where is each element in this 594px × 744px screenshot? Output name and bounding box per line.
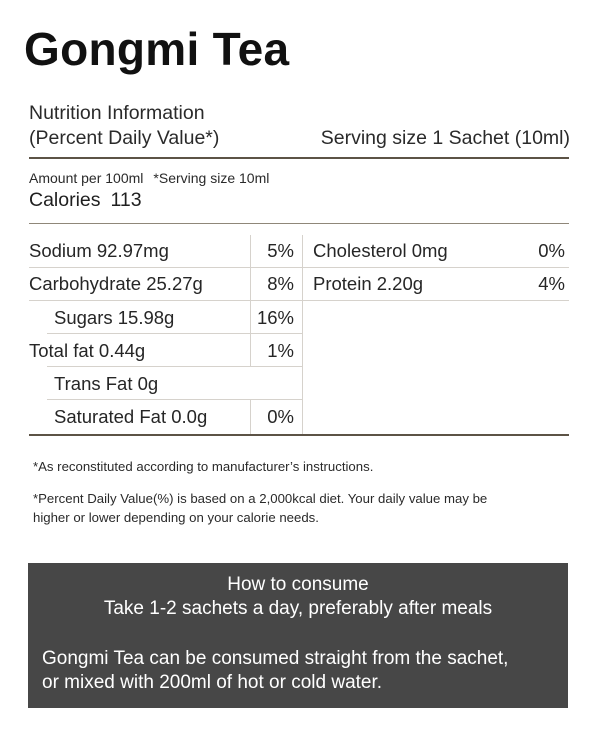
nutrient-name: Carbohydrate 25.27g (29, 273, 203, 294)
nutrition-heading-line2: (Percent Daily Value*) (29, 127, 220, 149)
how-to-usage-line1: Gongmi Tea can be consumed straight from… (42, 648, 509, 669)
nutrient-name: Protein 2.20g (313, 273, 424, 294)
nutrient-percent: 4% (538, 273, 565, 294)
header-divider (29, 157, 569, 159)
calories-value: 113 (110, 189, 142, 211)
nutrient-row: Total fat 0.44g 1% (29, 334, 302, 367)
nutrient-percent: 0% (538, 240, 565, 261)
nutrient-percent: 8% (267, 273, 294, 294)
nutrient-percent: 0% (267, 405, 294, 427)
how-to-dosage: Take 1-2 sachets a day, preferably after… (103, 598, 493, 619)
nutrient-percent: 16% (256, 306, 294, 328)
nutrient-row: Carbohydrate 25.27g 8% (29, 268, 302, 301)
nutrition-heading-line1: Nutrition Information (29, 102, 205, 124)
percent-column-divider (250, 400, 251, 434)
nutrient-row: Sugars 15.98g 16% (29, 301, 302, 334)
daily-value-note-line2: higher or lower depending on your calori… (33, 510, 319, 525)
row-divider (47, 399, 302, 400)
daily-value-note: *Percent Daily Value(%) is based on a 2,… (33, 489, 553, 527)
nutrient-row: Sodium 92.97mg 5% (29, 235, 302, 268)
calories-divider (29, 223, 569, 224)
table-bottom-divider (29, 434, 569, 436)
nutrient-row: Saturated Fat 0.0g 0% (29, 400, 302, 433)
calories-line: Calories 113 (29, 189, 142, 212)
daily-value-note-line1: *Percent Daily Value(%) is based on a 2,… (33, 491, 488, 506)
how-to-usage-line2: or mixed with 200ml of hot or cold water… (42, 672, 383, 693)
reconstituted-note: *As reconstituted according to manufactu… (33, 459, 374, 474)
how-to-consume-panel: How to consume Take 1-2 sachets a day, p… (28, 563, 568, 708)
nutrient-row: Trans Fat 0g (29, 367, 302, 400)
how-to-title: How to consume (227, 574, 369, 595)
nutrient-table: Sodium 92.97mg 5% Carbohydrate 25.27g 8%… (29, 235, 569, 434)
nutrient-row: Cholesterol 0mg 0% (303, 235, 569, 268)
nutrient-name: Total fat 0.44g (29, 339, 146, 361)
serving-size: Serving size 1 Sachet (10ml) (320, 127, 570, 149)
nutrient-row: Protein 2.20g 4% (303, 268, 569, 301)
nutrient-percent: 1% (267, 339, 294, 361)
product-title: Gongmi Tea (24, 23, 290, 75)
nutrient-name: Saturated Fat 0.0g (54, 405, 208, 427)
row-divider (47, 333, 302, 334)
nutrition-heading: Nutrition Information (Percent Daily Val… (29, 101, 219, 151)
percent-column-divider (250, 235, 251, 367)
row-divider (47, 366, 302, 367)
nutrient-column-right: Cholesterol 0mg 0% Protein 2.20g 4% (303, 235, 569, 434)
nutrient-name: Trans Fat 0g (54, 372, 159, 394)
nutrient-name: Sodium 92.97mg (29, 240, 169, 261)
nutrient-name: Sugars 15.98g (54, 306, 175, 328)
nutrient-name: Cholesterol 0mg (313, 240, 448, 261)
serving-note: *Serving size 10ml (153, 170, 270, 186)
calories-label: Calories (29, 189, 101, 211)
amount-line: Amount per 100ml *Serving size 10ml (29, 170, 269, 186)
nutrient-percent: 5% (267, 240, 294, 261)
nutrient-column-left: Sodium 92.97mg 5% Carbohydrate 25.27g 8%… (29, 235, 303, 434)
amount-per: Amount per 100ml (29, 170, 144, 186)
